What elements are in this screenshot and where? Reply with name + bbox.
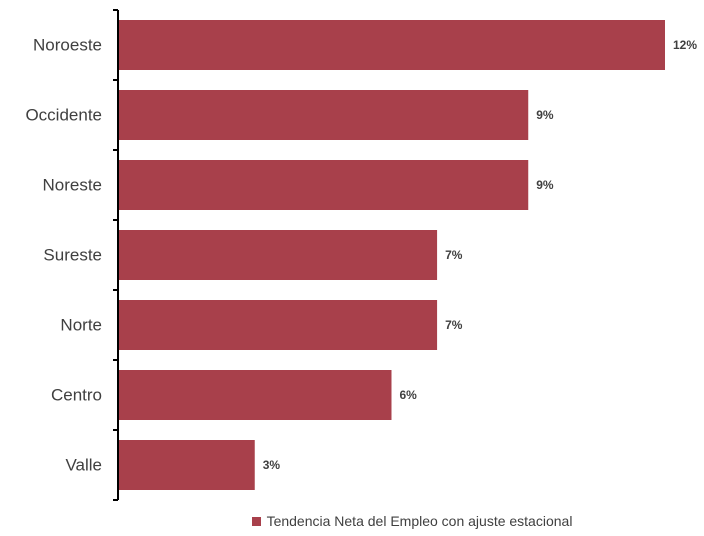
category-label-centro: Centro xyxy=(51,386,102,405)
legend: Tendencia Neta del Empleo con ajuste est… xyxy=(0,513,704,529)
data-label-sureste: 7% xyxy=(445,248,463,262)
legend-label: Tendencia Neta del Empleo con ajuste est… xyxy=(266,513,573,529)
data-label-occidente: 9% xyxy=(536,108,554,122)
category-label-occidente: Occidente xyxy=(25,106,102,125)
bars-layer xyxy=(119,20,665,490)
legend-swatch xyxy=(251,516,261,526)
category-label-sureste: Sureste xyxy=(43,246,102,265)
category-label-noroeste: Noroeste xyxy=(33,36,102,55)
category-axis xyxy=(113,9,119,501)
data-label-noroeste: 12% xyxy=(673,38,697,52)
bar-occidente xyxy=(119,90,529,140)
bar-centro xyxy=(119,370,392,420)
bar-noroeste xyxy=(119,20,665,70)
bar-noreste xyxy=(119,160,529,210)
data-label-valle: 3% xyxy=(263,458,281,472)
category-label-norte: Norte xyxy=(60,316,102,335)
category-label-noreste: Noreste xyxy=(42,176,102,195)
data-label-noreste: 9% xyxy=(536,178,554,192)
data-label-norte: 7% xyxy=(445,318,463,332)
bar-norte xyxy=(119,300,438,350)
labels-layer: Noroeste 12% Occidente 9% Noreste 9% Sureste 7%… xyxy=(25,36,697,475)
bar-valle xyxy=(119,440,255,490)
bar-sureste xyxy=(119,230,438,280)
category-label-valle: Valle xyxy=(65,456,102,475)
data-label-centro: 6% xyxy=(400,388,418,402)
